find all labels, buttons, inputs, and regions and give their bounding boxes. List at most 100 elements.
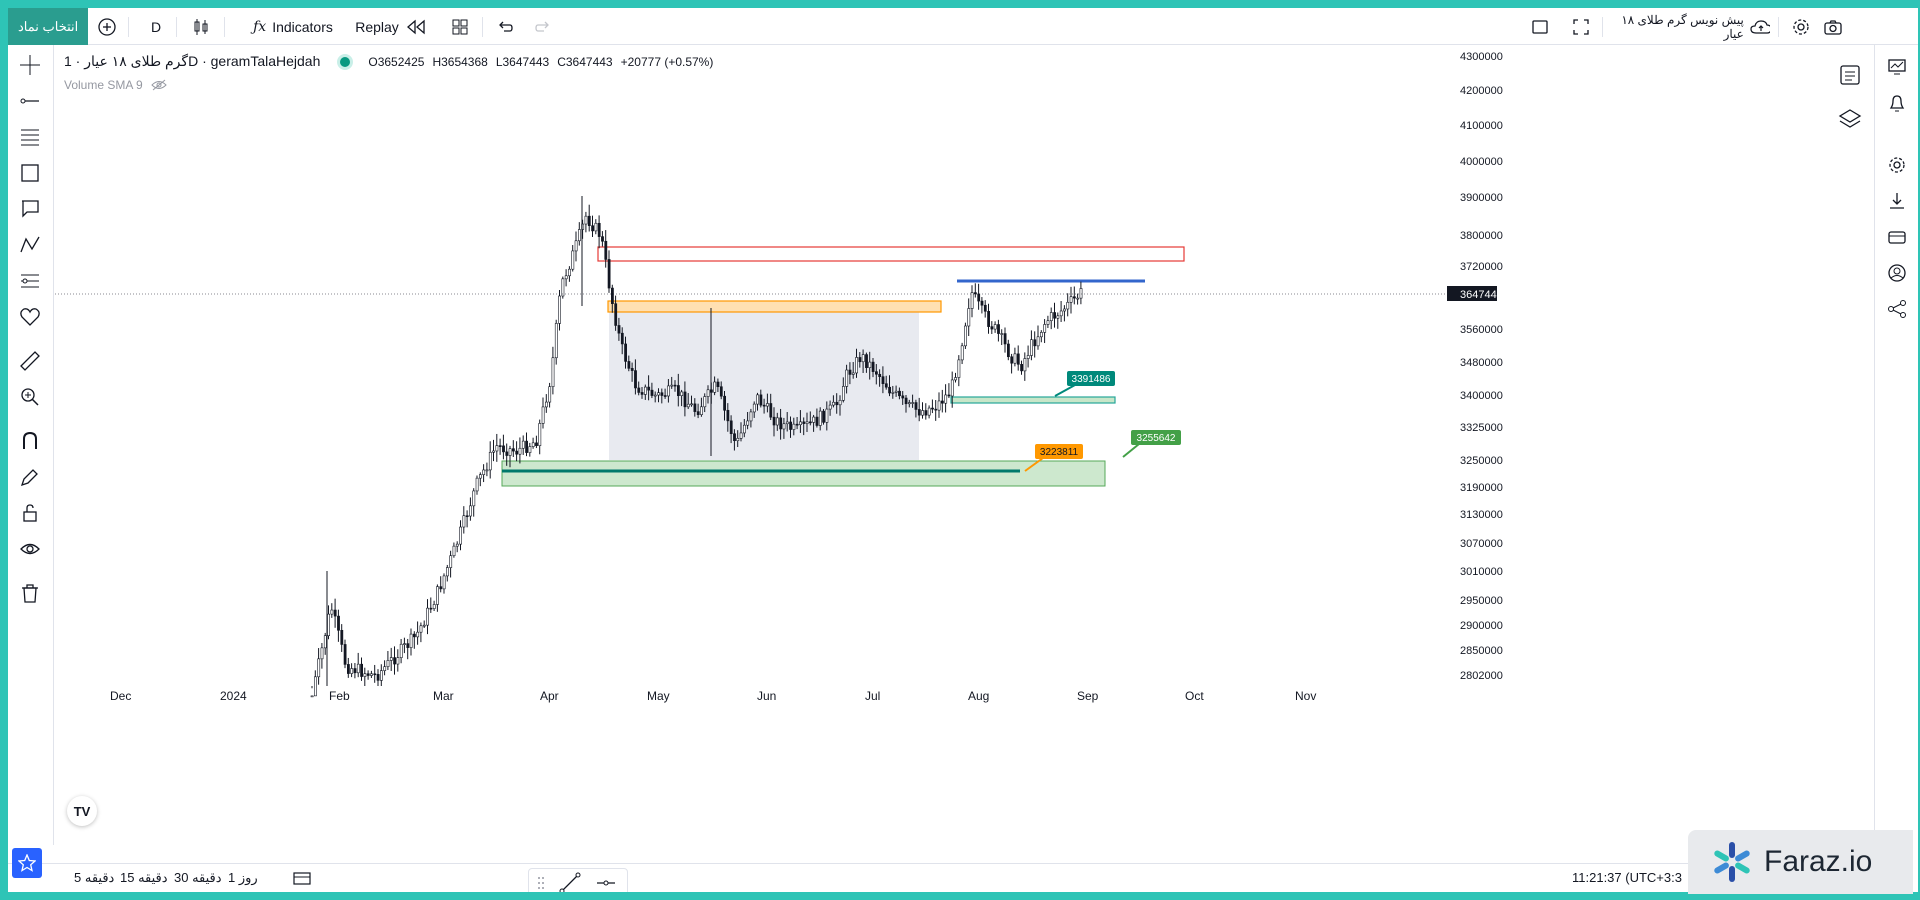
monitor-icon[interactable] [1883,53,1911,81]
volume-indicator-label[interactable]: Volume SMA 9 [64,78,143,92]
time-axis-label: Mar [433,689,454,703]
shape-tool-icon[interactable] [16,159,44,187]
download-icon[interactable] [1883,187,1911,215]
candle-body [614,303,618,326]
candle-body [980,300,984,306]
candle-body [469,505,472,517]
price-callout-3-box[interactable] [1131,430,1181,445]
watchlist-icon[interactable] [1836,61,1864,89]
zoom-in-icon[interactable] [16,383,44,411]
eye-hidden-icon[interactable] [151,79,167,91]
price-callout-1-label: 3391486 [1072,374,1111,385]
trendline-tool-icon[interactable] [16,87,44,115]
range-box[interactable] [609,310,919,460]
symbol-search-button[interactable]: انتخاب نماد [8,8,89,45]
fullscreen-rect-button[interactable] [1529,14,1551,39]
supply-zone[interactable] [607,300,942,313]
candle-body [888,386,892,394]
fullscreen-button[interactable] [1570,14,1592,39]
resistance-zone[interactable] [597,246,1185,262]
candle-body [746,420,750,426]
candle-body [752,403,756,413]
horizontal-line-icon[interactable] [595,872,617,892]
chart-type-button[interactable] [188,14,214,39]
candle-body [620,332,624,345]
separator [128,17,129,37]
candle-body [1066,301,1070,310]
text-note-tool-icon[interactable] [16,195,44,223]
snapshot-button[interactable] [1821,14,1845,39]
price-callout-1-box[interactable] [1067,371,1115,386]
camera-icon [1824,19,1842,35]
range-1d[interactable]: 1 روز [228,870,258,885]
candle-body [399,643,403,658]
ruler-icon[interactable] [16,347,44,375]
candle-body [370,673,373,676]
price-axis-label: 3900000 [1460,192,1503,204]
candle-body [772,416,776,426]
bell-icon[interactable] [1883,89,1911,117]
trendline-icon[interactable] [559,872,581,892]
candle-body [531,442,535,447]
candle-body [343,644,347,665]
candle-body [627,361,631,369]
candle-body [1069,296,1073,303]
add-symbol-button[interactable] [94,14,120,39]
candle-body [389,657,393,661]
range-15m[interactable]: 15 دقیقه [120,870,168,885]
symbol-title[interactable]: گرم طلای ۱۸ عیار · 1D · geramTalaHejdah [64,53,321,69]
crosshair-tool-icon[interactable] [16,51,44,79]
layouts-button[interactable] [448,14,472,39]
layers-icon[interactable] [1836,105,1864,133]
candle-body [465,515,469,518]
price-chart[interactable]: 3391486 3223811 3255642 4300000 4200000 4100… [55,46,1791,838]
candle-body [525,440,529,453]
range-30m[interactable]: 30 دقیقه [174,870,222,885]
layout-name-button[interactable]: پیش نویس گرم طلای ۱۸ عیار [1610,13,1770,41]
candle-body [551,357,555,387]
pattern-tool-icon[interactable] [16,231,44,259]
interval-button[interactable]: D [150,18,162,35]
magnet-icon[interactable] [16,427,44,455]
candle-body [1053,312,1057,319]
candle-body [587,215,591,226]
date-range-icon[interactable] [292,870,312,889]
replay-button[interactable]: Replay [352,14,430,39]
candle-body [799,421,802,426]
redo-button[interactable] [532,14,554,39]
clock-label[interactable]: 11:21:37 (UTC+3:3 [1572,870,1682,885]
candle-body [564,275,568,280]
trash-icon[interactable] [16,579,44,607]
price-axis-label: 4100000 [1460,120,1503,132]
candle-body [1036,336,1040,347]
prediction-tool-icon[interactable] [16,267,44,295]
price-callout-2-box[interactable] [1035,444,1083,459]
fib-tool-icon[interactable] [16,123,44,151]
eye-icon[interactable] [16,535,44,563]
support-band[interactable] [950,396,1116,404]
candle-body [987,310,991,327]
demand-zone[interactable] [501,460,1106,487]
indicators-button[interactable]: ƒx Indicators [246,14,340,39]
candle-body [406,643,410,648]
pencil-lock-icon[interactable] [16,463,44,491]
card-icon[interactable] [1883,223,1911,251]
settings-button[interactable] [1789,14,1813,39]
ohlc-close: C3647443 [557,54,613,69]
candle-body [1010,356,1014,364]
user-icon[interactable] [1883,259,1911,287]
lock-icon[interactable] [16,499,44,527]
drag-handle-icon[interactable] [537,875,545,891]
price-axis-label: 4200000 [1460,85,1503,97]
heart-icon[interactable] [16,303,44,331]
undo-button[interactable] [494,14,516,39]
tradingview-logo[interactable]: TV [67,796,97,826]
candle-body [716,381,720,388]
range-5m[interactable]: 5 دقیقه [74,870,115,885]
share-icon[interactable] [1883,295,1911,323]
candle-body [947,394,951,397]
gear-icon[interactable] [1883,151,1911,179]
favorites-star-button[interactable] [12,848,42,878]
candle-body [667,385,670,397]
quick-draw-tools [528,868,628,892]
